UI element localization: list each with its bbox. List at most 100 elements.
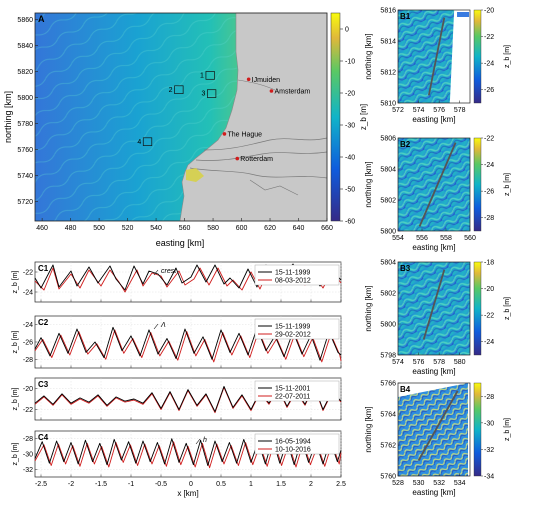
profile-legend <box>254 264 340 286</box>
inset-xtick-label: 576 <box>413 359 425 366</box>
map-colorbar-label: z_b [m] <box>359 104 368 130</box>
profile-xtick-label: -1.5 <box>95 481 107 488</box>
inset-colorbar-tick-label: -24 <box>484 61 494 68</box>
inset-ytick-label: 5802 <box>380 291 396 298</box>
map-colorbar-tick-label: -30 <box>345 123 355 130</box>
map-xtick-label: 560 <box>179 225 191 232</box>
inset-xtick-label: 578 <box>454 107 466 114</box>
map-panel-a: 1 2 3 4 IJmuiden Amsterdam The Hague Rotterdam… <box>3 12 368 248</box>
profile-ytick-label: -32 <box>23 467 33 474</box>
inset-ytick-label: 5766 <box>380 381 396 388</box>
profile-legend <box>254 433 340 455</box>
inset-bathymetry <box>398 10 455 103</box>
map-ytick-label: 5720 <box>17 199 33 206</box>
map-estuary <box>186 168 204 182</box>
map-colorbar-tick-label: -50 <box>345 187 355 194</box>
map-ytick-label: 5840 <box>17 43 33 50</box>
profile-xtick-label: -2 <box>68 481 74 488</box>
inset-ytick-label: 5804 <box>380 167 396 174</box>
inset-panel-b1: B1 572 574 576 578 5810 5812 5814 5816 easting [k… <box>364 8 511 125</box>
inset-colorbar-tick-label: -22 <box>484 313 494 320</box>
inset-bathymetry <box>398 383 468 476</box>
map-study-box <box>205 71 215 80</box>
inset-xtick-label: 572 <box>392 107 404 114</box>
inset-ytick-label: 5804 <box>380 260 396 267</box>
city-marker <box>235 156 240 161</box>
inset-colorbar-tick-label: -26 <box>484 189 494 196</box>
inset-colorbar-label: z_b [m] <box>504 297 511 320</box>
inset-xtick-label: 576 <box>433 107 445 114</box>
inset-xtick-label: 580 <box>454 359 466 366</box>
inset-xlabel: easting [km] <box>412 488 455 497</box>
transect-line <box>417 390 459 461</box>
inset-ytick-label: 5812 <box>380 70 396 77</box>
profile-xtick-label: 2 <box>309 481 313 488</box>
inset-ytick-label: 5814 <box>380 39 396 46</box>
city-label: IJmuiden <box>252 77 281 84</box>
profile-legend-entry: 10-10-2016 <box>275 447 311 454</box>
transect-line <box>418 142 457 227</box>
map-xtick-label: 580 <box>207 225 219 232</box>
map-xtick-label: 620 <box>264 225 276 232</box>
map-colorbar <box>330 12 341 222</box>
profile-ylabel: z_b [m] <box>12 330 19 353</box>
profile-panel-label: C3 <box>38 380 49 389</box>
map-study-box-label: 1 <box>200 73 204 80</box>
inset-ytick-label: 5802 <box>380 198 396 205</box>
panel-label-a: A <box>38 14 45 24</box>
inset-panel-b2: B2 554 556 558 560 5800 5802 5804 5806 easting [k… <box>364 136 511 253</box>
profile-xtick-label: 1 <box>249 481 253 488</box>
inset-xlabel: easting [km] <box>412 367 455 376</box>
map-ytick-label: 5740 <box>17 173 33 180</box>
inset-colorbar-label: z_b [m] <box>504 173 511 196</box>
profile-xtick-label: -0.5 <box>155 481 167 488</box>
inset-bathymetry <box>398 138 470 231</box>
inset-xtick-label: 574 <box>392 359 404 366</box>
profile-xtick-label: 2.5 <box>336 481 346 488</box>
profile-xtick-label: -1 <box>128 481 134 488</box>
map-river <box>189 167 328 179</box>
map-frame <box>34 12 328 222</box>
inset-ytick-label: 5764 <box>380 412 396 419</box>
inset-colorbar-tick-label: -20 <box>484 286 494 293</box>
inset-bathymetry <box>398 262 470 355</box>
profile-legend-entry: 22-07-2011 <box>275 394 310 401</box>
profile-legend-entry: 29-02-2012 <box>275 332 311 339</box>
city-label: The Hague <box>227 131 262 138</box>
profile-xtick-label: 0 <box>189 481 193 488</box>
map-river <box>237 79 276 91</box>
map-xtick-label: 460 <box>36 225 48 232</box>
map-colorbar-tick-label: -40 <box>345 155 355 162</box>
inset-xtick-label: 528 <box>392 480 404 487</box>
profile-legend-entry: 15-11-2001 <box>275 386 310 393</box>
transect-line <box>427 17 446 96</box>
profile-legend-entry: 15-11-1999 <box>275 270 310 277</box>
profile-xtick-label: 0.5 <box>216 481 226 488</box>
profile-panel-label: C2 <box>38 318 49 327</box>
map-xlabel: easting [km] <box>156 238 205 248</box>
inset-ytick-label: 5800 <box>380 229 396 236</box>
inset-xtick-label: 556 <box>416 235 428 242</box>
transect-line <box>422 269 446 340</box>
inset-panels-b: B1 572 574 576 578 5810 5812 5814 5816 easting [k… <box>364 8 511 498</box>
profile-annotation-arrow <box>153 269 159 276</box>
inset-panel-label: B4 <box>400 385 411 394</box>
profile-panel-label: C4 <box>38 433 49 442</box>
inset-ytick-label: 5816 <box>380 8 396 15</box>
map-ytick-label: 5800 <box>17 95 33 102</box>
map-land <box>179 12 328 222</box>
map-study-box <box>142 137 153 146</box>
map-ylabel: northing [km] <box>3 91 13 143</box>
city-marker <box>269 89 274 93</box>
profile-ytick-label: -24 <box>23 322 33 329</box>
inset-xtick-label: 578 <box>433 359 445 366</box>
profile-ytick-label: -22 <box>23 270 33 277</box>
map-xtick-label: 600 <box>236 225 248 232</box>
city-label: Rotterdam <box>240 156 273 163</box>
map-xtick-label: 640 <box>293 225 305 232</box>
inset-colorbar <box>473 137 482 232</box>
map-study-box-label: 3 <box>201 91 205 98</box>
map-river <box>195 151 328 161</box>
